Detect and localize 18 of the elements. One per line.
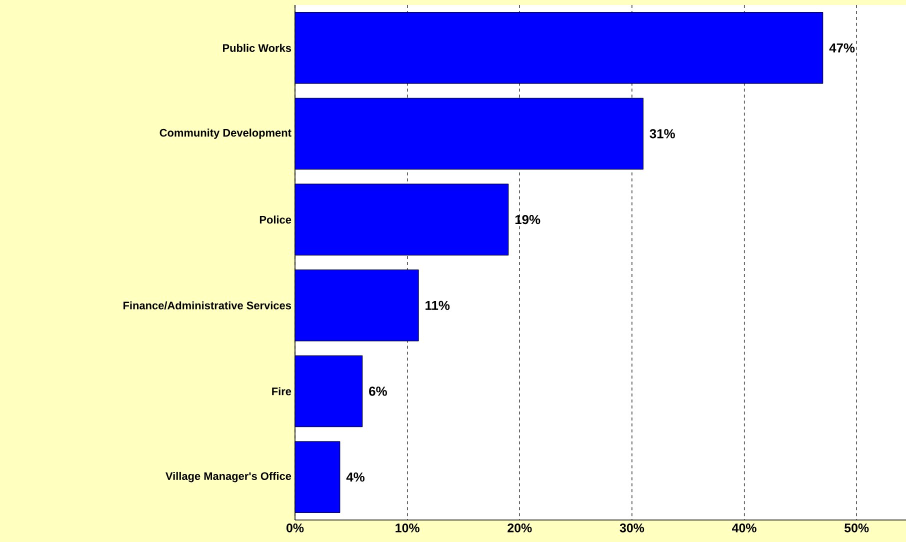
- data-label: 47%: [829, 43, 855, 52]
- y-tick-label: Police: [260, 216, 292, 224]
- data-label: 19%: [515, 214, 540, 224]
- data-label: 31%: [650, 129, 675, 138]
- x-tick-label: 0%: [286, 524, 304, 532]
- data-label: 6%: [369, 386, 387, 396]
- x-tick-label: 20%: [508, 524, 532, 532]
- x-tick-label: 50%: [844, 524, 869, 532]
- y-tick-label: Public Works: [223, 44, 292, 52]
- x-tick-label: 40%: [732, 524, 756, 532]
- x-tick-label: 10%: [396, 524, 420, 532]
- y-tick-label: Community Development: [160, 128, 292, 139]
- y-tick-label: Fire: [272, 387, 292, 396]
- y-tick-label: Village Manager's Office: [166, 472, 292, 482]
- data-label: 4%: [346, 472, 365, 482]
- data-label: 11%: [426, 300, 450, 310]
- x-tick-label: 30%: [620, 524, 644, 532]
- y-tick-label: Finance/Administrative Services: [124, 301, 292, 310]
